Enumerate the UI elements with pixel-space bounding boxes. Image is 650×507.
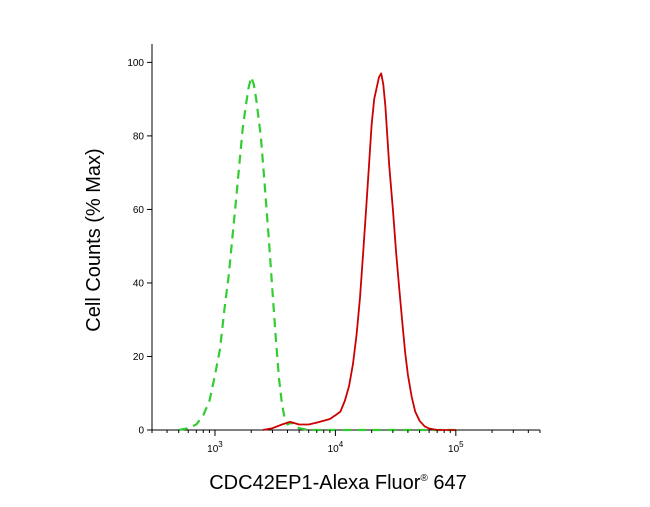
x-axis-label: CDC42EP1-Alexa Fluor® 647 <box>209 472 467 494</box>
x-tick-label: 103 <box>207 440 223 455</box>
y-tick-label: 0 <box>138 426 144 437</box>
x-tick-label-base: 10 <box>328 444 340 455</box>
y-tick-label: 80 <box>133 131 145 142</box>
x-tick-label-exponent: 3 <box>218 440 223 449</box>
axes <box>151 44 540 431</box>
x-tick-label-base: 10 <box>207 444 219 455</box>
x-tick-label-base: 10 <box>448 444 460 455</box>
y-tick-label: 40 <box>133 278 145 289</box>
series-group <box>178 72 456 432</box>
y-tick-label: 100 <box>127 58 144 69</box>
x-axis-label-suffix: 647 <box>428 472 467 494</box>
control-series-line <box>178 76 456 432</box>
x-axis-label-registered: ® <box>420 473 428 484</box>
x-tick-label-exponent: 5 <box>459 440 464 449</box>
y-tick-label: 60 <box>133 205 145 216</box>
x-tick-label: 105 <box>448 440 464 455</box>
x-tick-label: 104 <box>328 440 344 455</box>
y-axis-label: Cell Counts (% Max) <box>83 148 105 331</box>
x-tick-label-exponent: 4 <box>339 440 344 449</box>
x-axis-label-main: CDC42EP1-Alexa Fluor <box>209 472 421 494</box>
sample-series-line <box>262 72 456 431</box>
y-tick-label: 20 <box>133 352 145 363</box>
